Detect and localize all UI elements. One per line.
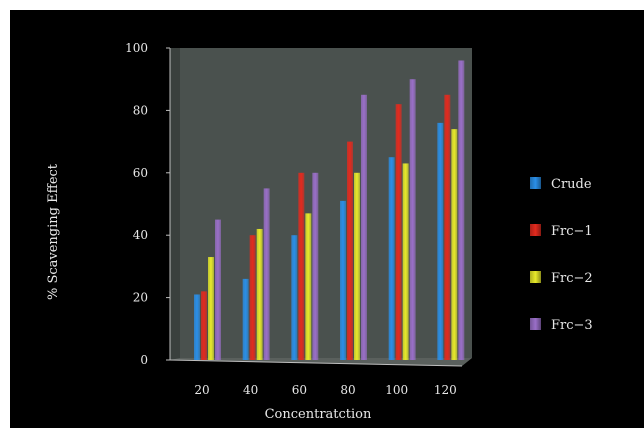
- legend-swatch: [530, 224, 541, 236]
- chart-frame: 0 20 40 60 80 100 20 40 60 80 100 120 % Scavenging…: [10, 10, 644, 428]
- legend-swatch: [530, 177, 541, 189]
- bars: [194, 60, 465, 361]
- y-axis-label: % Scavenging Effect: [46, 163, 61, 300]
- bar-frc-3-120: [458, 60, 465, 360]
- bar-chart: 0 20 40 60 80 100 20 40 60 80 100 120 % Scavenging…: [46, 41, 593, 422]
- x-tick-label: 40: [243, 383, 258, 397]
- y-tick-label: 40: [133, 228, 148, 242]
- bar-crude-100: [388, 157, 395, 360]
- bar-crude-120: [437, 122, 444, 360]
- bar-frc-3-100: [409, 79, 416, 360]
- y-tick-label: 20: [133, 291, 148, 305]
- x-tick-label: 120: [434, 383, 457, 397]
- legend-swatch: [530, 271, 541, 283]
- legend-swatch: [530, 318, 541, 330]
- bar-frc-3-80: [361, 94, 367, 361]
- axes: [169, 48, 463, 367]
- y-tick-label: 0: [140, 353, 148, 367]
- x-tick-labels: 20 40 60 80 100 120: [194, 383, 456, 397]
- legend-label: Frc−2: [551, 271, 593, 286]
- bar-frc-1-60: [298, 172, 305, 360]
- bar-frc-2-20: [208, 257, 214, 360]
- bar-frc-1-40: [249, 235, 256, 360]
- bar-crude-40: [242, 278, 249, 360]
- bar-frc-2-80: [354, 172, 360, 360]
- bar-frc-2-40: [256, 228, 263, 360]
- bar-frc-3-20: [215, 219, 221, 360]
- bar-frc-3-40: [263, 188, 270, 360]
- plot-side-wall: [170, 48, 180, 360]
- x-tick-label: 20: [194, 383, 209, 397]
- y-tick-label: 80: [133, 103, 148, 117]
- bar-crude-60: [291, 235, 298, 360]
- x-tick-label: 100: [385, 383, 408, 397]
- y-tick-labels: 0 20 40 60 80 100: [125, 41, 170, 367]
- bar-frc-1-20: [201, 291, 207, 360]
- bar-frc-3-60: [312, 172, 319, 360]
- bar-frc-1-100: [395, 104, 402, 360]
- legend-label: Frc−1: [551, 224, 593, 239]
- y-tick-label: 100: [125, 41, 148, 55]
- plot-back-wall: [180, 48, 472, 358]
- bar-frc-2-60: [305, 213, 312, 360]
- bar-frc-1-80: [347, 141, 353, 360]
- legend: Crude Frc−1 Frc−2 Frc−3: [530, 177, 593, 333]
- x-tick-label: 80: [340, 383, 355, 397]
- bar-frc-2-100: [402, 163, 409, 360]
- bar-frc-1-120: [444, 94, 451, 361]
- bar-crude-80: [340, 200, 346, 360]
- legend-label: Frc−3: [551, 318, 593, 333]
- x-axis-line: [169, 359, 463, 367]
- x-tick-label: 60: [292, 383, 307, 397]
- x-axis-label: Concentratction: [265, 407, 372, 422]
- legend-label: Crude: [551, 177, 592, 192]
- bar-crude-20: [194, 294, 200, 360]
- y-tick-label: 60: [133, 166, 148, 180]
- bar-frc-2-120: [451, 129, 458, 360]
